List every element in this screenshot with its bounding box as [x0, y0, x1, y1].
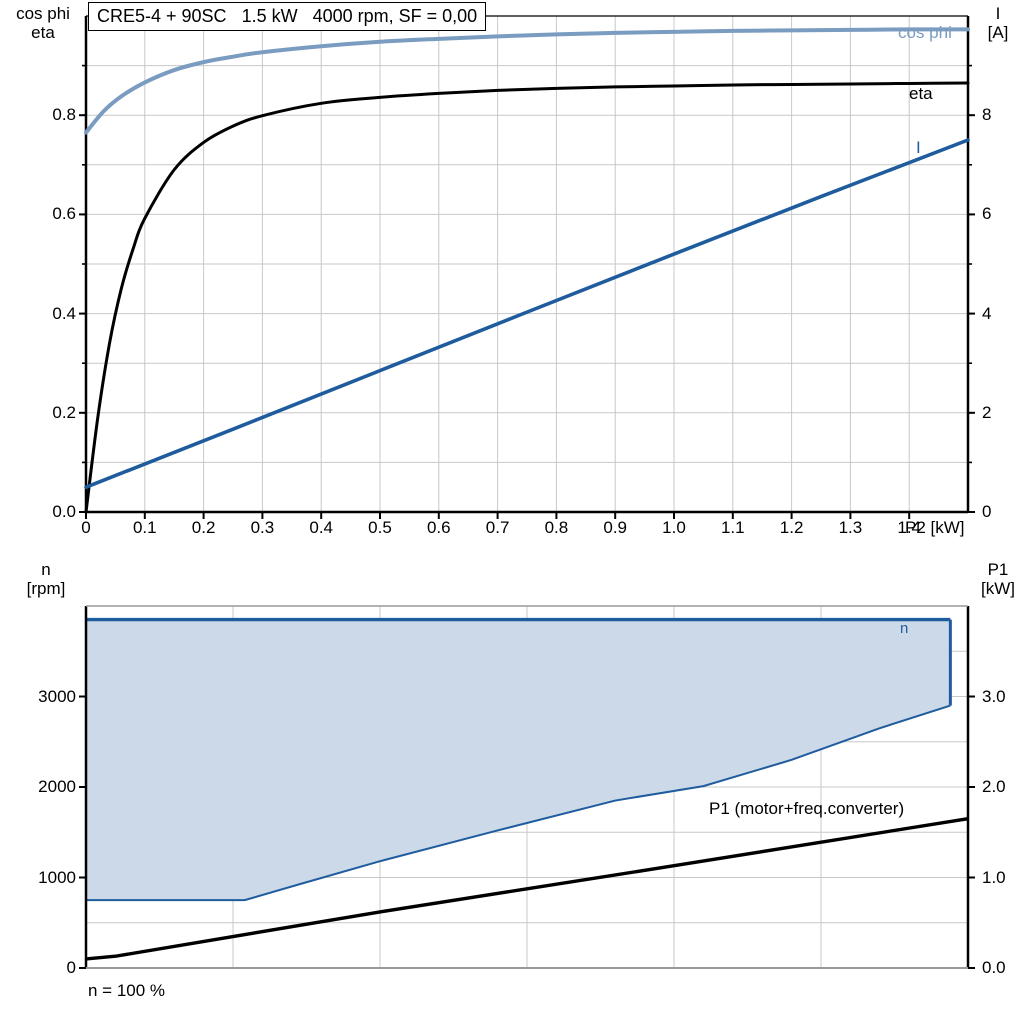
top-x-tick: 1.4 — [897, 518, 921, 537]
curve-label-cos-phi: cos phi — [898, 23, 952, 42]
bottom-y-tick: 1000 — [38, 867, 76, 887]
bottom-y-right-tick: 0.0 — [982, 958, 1006, 977]
chart-title-box: CRE5-4 + 90SC 1.5 kW 4000 rpm, SF = 0,00 — [88, 2, 487, 31]
top-x-tick: 0.3 — [250, 518, 275, 537]
annotation-speed-note: n = 100 % — [88, 981, 166, 1000]
top-y-right-tick: 4 — [982, 303, 992, 323]
top-x-axis-title: P2 [kW] — [905, 518, 965, 537]
top-y-right-tick: 0 — [982, 502, 992, 521]
bottom-chart-panel: n [rpm] P1 [kW] n 0 1000 2000 3000 0.0 1.0 2.0 3… — [0, 548, 1024, 1024]
top-y-tick: 0.6 — [52, 204, 76, 224]
bottom-y-tick: 3000 — [38, 686, 76, 706]
top-chart-svg — [79, 15, 975, 519]
bottom-chart-svg — [79, 605, 975, 969]
bottom-left-axis-title: n [rpm] — [26, 560, 66, 598]
bottom-y-right-tick: 3.0 — [982, 686, 1006, 706]
top-x-tick: 0.4 — [309, 518, 333, 537]
top-chart-panel: cos phi eta I [A] CRE5-4 + 90SC 1.5 kW 400… — [16, 2, 1009, 537]
top-x-tick: 0.7 — [485, 518, 510, 537]
top-y-tick: 0.2 — [52, 402, 76, 422]
top-x-tick: 0.2 — [191, 518, 216, 537]
top-y-tick: 0.0 — [52, 502, 76, 521]
top-x-tick: 1.0 — [662, 518, 686, 537]
top-y-right-tick: 8 — [982, 105, 992, 125]
top-x-tick: 0.1 — [132, 518, 157, 537]
bottom-y-right-tick: 2.0 — [982, 777, 1006, 796]
top-x-tick: 1.2 — [779, 518, 804, 537]
top-left-axis-title: cos phi eta — [16, 4, 70, 42]
bottom-y-right-tick: 1.0 — [982, 867, 1006, 887]
top-right-axis-title: I [A] — [987, 4, 1009, 42]
top-y-right-tick: 2 — [982, 402, 992, 422]
top-x-tick: 0.6 — [426, 518, 451, 537]
top-y-right-tick: 6 — [982, 204, 992, 224]
bottom-right-axis-title: P1 [kW] — [981, 560, 1015, 598]
top-x-tick: 0 — [81, 518, 91, 537]
top-x-tick: 1.1 — [720, 518, 745, 537]
top-y-tick: 0.4 — [52, 303, 76, 323]
annotation-p1-note: P1 (motor+freq.converter) — [709, 799, 905, 818]
bottom-y-tick: 0 — [66, 958, 76, 977]
curve-label-n: n — [900, 620, 909, 637]
curve-label-eta: eta — [909, 84, 933, 103]
top-x-tick: 0.9 — [603, 518, 627, 537]
top-x-tick: 0.5 — [368, 518, 392, 537]
curve-label-current: I — [916, 138, 921, 157]
top-x-tick: 0.8 — [544, 518, 569, 537]
top-x-tick: 1.3 — [838, 518, 863, 537]
top-y-tick: 0.8 — [52, 105, 76, 125]
bottom-y-tick: 2000 — [38, 777, 76, 796]
